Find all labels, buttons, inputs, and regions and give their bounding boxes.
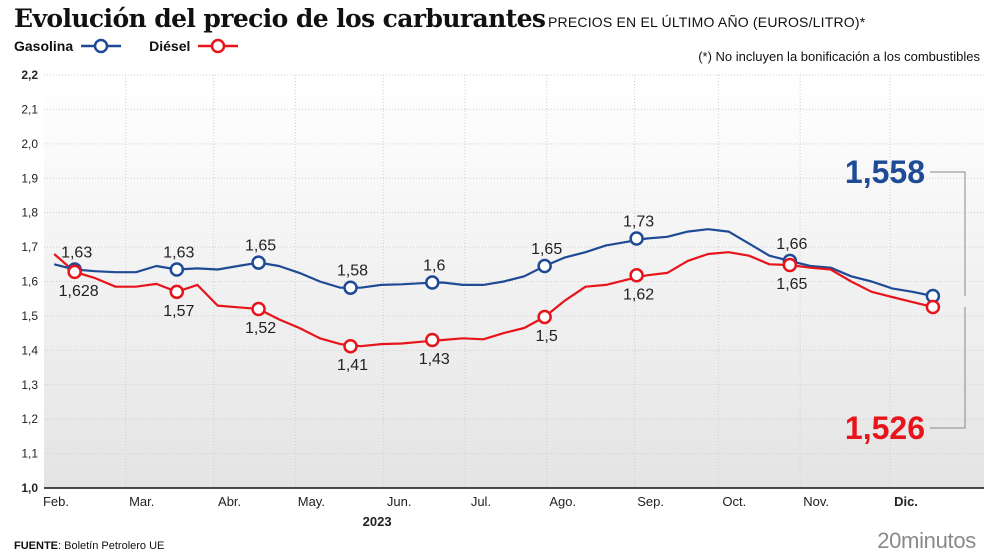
chart-subtitle: PRECIOS EN EL ÚLTIMO AÑO (EUROS/LITRO)* [548,14,866,30]
data-point-marker [425,332,440,348]
data-point-marker [67,264,82,280]
data-label: 1,73 [623,213,654,230]
x-tick-label: Oct. [722,494,746,509]
source-label: FUENTE [14,540,58,552]
series-group [53,228,941,354]
x-tick-label: Jun. [387,494,412,509]
x-axis: Feb. Mar. Abr. May. Jun. Jul. Ago. Sep. Oct. Nov.… [43,494,918,509]
y-tick-label: 1,9 [21,171,38,185]
data-point-marker [537,309,552,325]
final-value-label: 1,526 [845,410,925,446]
data-point-marker [169,284,185,300]
data-label: 1,66 [776,236,807,253]
legend-item-gasolina: Gasolina [14,38,123,54]
data-label: 1,63 [163,244,194,261]
footnote: (*) No incluyen la bonificación a los co… [698,49,980,64]
data-point-marker [629,268,644,283]
y-tick-label: 1,5 [21,309,38,323]
data-label: 1,62 [623,286,654,303]
x-tick-label: Nov. [803,494,829,509]
data-point-marker [251,301,266,317]
x-tick-label: May. [298,494,325,509]
x-tick-label: Abr. [218,494,241,509]
y-tick-label: 1,1 [21,447,38,461]
data-label: 1,65 [245,238,276,255]
x-axis-label: 2023 [363,514,392,529]
x-tick-label: Mar. [129,494,154,509]
data-point-marker [169,262,185,277]
y-tick-label: 2,1 [21,102,38,116]
data-point-marker [251,255,266,270]
data-point-marker [343,338,358,354]
data-point-marker [343,280,358,295]
data-point-marker [925,299,941,315]
final-value-connector [930,306,966,429]
data-label: 1,57 [163,303,194,320]
x-tick-label: Jul. [471,494,491,509]
y-tick-label: 1,6 [21,275,38,289]
data-label: 1,63 [61,244,92,261]
data-point-marker [782,257,798,273]
legend-marker-diesel [198,38,239,54]
data-label: 1,65 [776,276,807,293]
source-note: FUENTE: Boletín Petrolero UE [14,540,164,552]
data-labels: 1,63 1,63 1,65 1,58 1,6 1,65 1,73 1,66 1,558 1,62… [59,154,966,446]
y-tick-label: 1,8 [21,206,38,220]
legend: Gasolina Diésel [14,38,266,54]
data-label: 1,43 [419,351,450,368]
y-axis: 1,0 1,1 1,2 1,3 1,4 1,5 1,6 1,7 1,8 1,9 2,0 2,1 2,2 [21,68,38,495]
legend-marker-gasolina [81,38,122,54]
final-value-connector [930,171,966,296]
y-tick-label: 1,7 [21,240,38,254]
data-point-marker [629,231,644,246]
data-label: 1,41 [337,357,368,374]
data-label: 1,58 [337,263,368,280]
data-label: 1,65 [531,241,562,258]
chart-title: Evolución del precio de los carburantes [14,4,546,33]
brand-logo: 20minutos [877,528,976,553]
final-value-label: 1,558 [845,154,925,190]
data-point-marker [537,258,552,274]
y-tick-label: 1,0 [21,481,38,495]
x-tick-label: Ago. [549,494,576,509]
grid [44,74,984,489]
legend-item-diesel: Diésel [149,38,240,54]
data-label: 1,5 [536,328,558,345]
y-tick-label: 1,4 [21,343,38,357]
x-tick-label: Sep. [637,494,664,509]
legend-label-diesel: Diésel [149,38,191,54]
y-tick-label: 2,2 [21,68,38,82]
x-tick-label: Dic. [894,494,918,509]
data-point-marker [425,275,440,290]
data-label: 1,52 [245,320,276,337]
y-tick-label: 2,0 [21,137,38,151]
data-label: 1,628 [59,283,99,300]
x-tick-label: Feb. [43,494,69,509]
data-label: 1,6 [423,258,445,275]
y-tick-label: 1,3 [21,378,38,392]
source-text: : Boletín Petrolero UE [58,540,165,552]
y-tick-label: 1,2 [21,412,38,426]
legend-label-gasolina: Gasolina [14,38,74,54]
